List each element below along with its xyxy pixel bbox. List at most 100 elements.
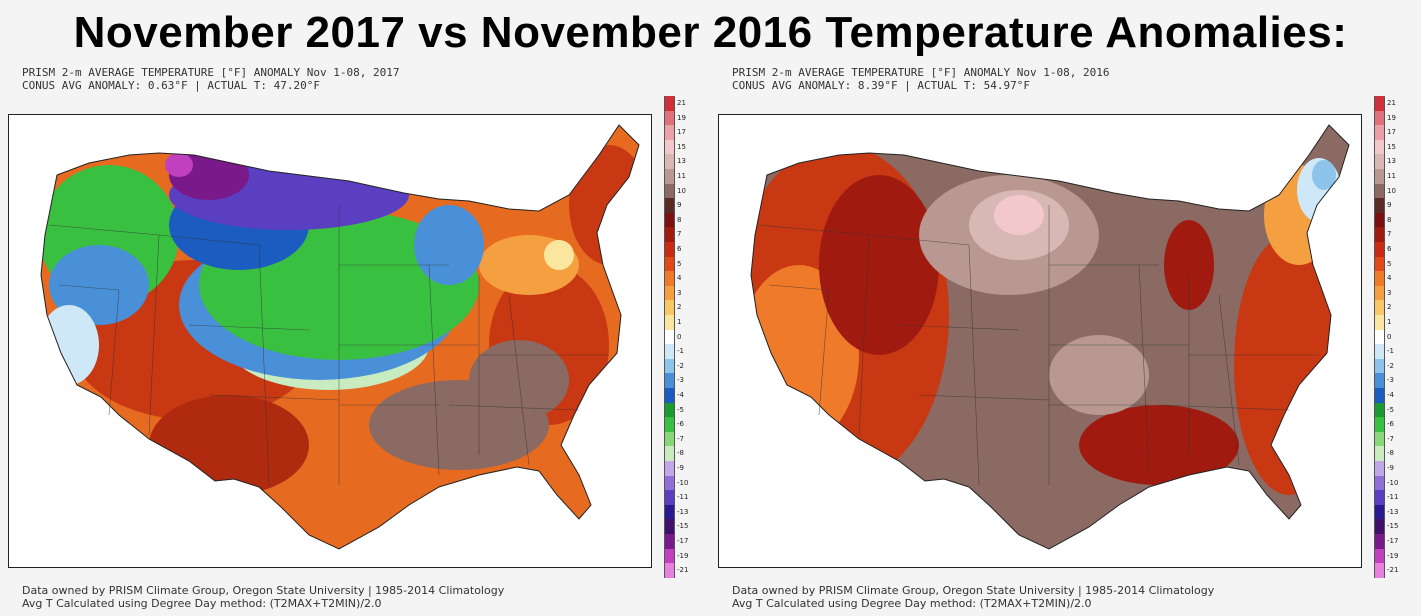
colorbar-swatch [1374, 169, 1385, 184]
map-panel-2017: PRISM 2-m AVERAGE TEMPERATURE [°F] ANOMA… [0, 64, 705, 616]
colorbar-swatch [1374, 285, 1385, 301]
colorbar-swatch [664, 402, 675, 418]
colorbar-label: 13 [677, 157, 686, 166]
colorbar-swatch [1374, 402, 1385, 418]
colorbar-swatch [1374, 271, 1385, 286]
colorbar-label: 8 [1387, 215, 1392, 224]
footer-line-2: Avg T Calculated using Degree Day method… [22, 597, 382, 610]
colorbar-label: -21 [1387, 566, 1399, 575]
colorbar-label: 6 [677, 245, 682, 253]
colorbar-label: 11 [1387, 172, 1396, 180]
anomaly-map-2016 [718, 114, 1362, 568]
header-line-1: PRISM 2-m AVERAGE TEMPERATURE [°F] ANOMA… [22, 66, 400, 79]
colorbar-label: -6 [677, 420, 684, 429]
colorbar-swatch [1374, 300, 1385, 315]
map-header: PRISM 2-m AVERAGE TEMPERATURE [°F] ANOMA… [22, 66, 400, 92]
colorbar-label: -1 [1387, 347, 1394, 356]
colorbar-swatch [1374, 183, 1385, 199]
colorbar-label: 10 [1387, 186, 1396, 195]
colorbar-label: -5 [677, 405, 684, 414]
colorbar-swatch [1374, 358, 1385, 374]
colorbar-label: 3 [1387, 288, 1392, 297]
colorbar-label: -19 [1387, 551, 1399, 560]
colorbar-label: -3 [1387, 376, 1394, 385]
footer-line-1: Data owned by PRISM Climate Group, Orego… [732, 584, 1215, 597]
colorbar-label: -10 [677, 478, 689, 487]
colorbar-label: -5 [1387, 405, 1394, 414]
colorbar-label: 4 [677, 274, 682, 283]
colorbar-label: -3 [677, 376, 684, 385]
colorbar-swatch [664, 212, 675, 228]
colorbar-swatch [1374, 212, 1385, 228]
colorbar-swatch [664, 373, 675, 388]
colorbar-swatch [664, 358, 675, 374]
header-line-2: CONUS AVG ANOMALY: 0.63°F | ACTUAL T: 47… [22, 79, 321, 92]
colorbar-swatch [1374, 504, 1385, 520]
colorbar-swatch [1374, 519, 1385, 534]
colorbar-label: 11 [677, 172, 686, 180]
colorbar-swatch [1374, 388, 1385, 403]
colorbar-label: -17 [1387, 537, 1399, 545]
header-line-1: PRISM 2-m AVERAGE TEMPERATURE [°F] ANOMA… [732, 66, 1110, 79]
colorbar-label: -11 [1387, 493, 1399, 502]
map-footer: Data owned by PRISM Climate Group, Orego… [22, 584, 504, 610]
colorbar-swatch [664, 300, 675, 315]
colorbar-swatch [1374, 329, 1385, 345]
colorbar-swatch [664, 285, 675, 301]
colorbar-label: 8 [677, 215, 682, 224]
colorbar-label: -19 [677, 551, 689, 560]
colorbar-swatch [664, 227, 675, 242]
colorbar-swatch [664, 125, 675, 140]
colorbar-label: 10 [677, 186, 686, 195]
colorbar-swatch [664, 242, 675, 257]
colorbar-swatch [664, 344, 675, 359]
colorbar-label: 5 [1387, 259, 1392, 268]
colorbar-swatch [1374, 315, 1385, 330]
colorbar-swatch [664, 96, 675, 111]
colorbar-swatch [664, 110, 675, 126]
colorbar-label: 2 [1387, 303, 1392, 312]
colorbar-label: 15 [1387, 142, 1396, 151]
colorbar-label: -6 [1387, 420, 1394, 429]
colorbar-label: 15 [677, 142, 686, 151]
colorbar-swatch [664, 315, 675, 330]
colorbar-label: -9 [677, 464, 684, 472]
map-footer: Data owned by PRISM Climate Group, Orego… [732, 584, 1214, 610]
colorbar-label: -15 [1387, 522, 1399, 531]
colorbar-swatch [1374, 431, 1385, 447]
colorbar-swatch [664, 388, 675, 403]
colorbar-swatch [664, 154, 675, 169]
colorbar-swatch [664, 183, 675, 199]
colorbar-label: 7 [677, 230, 682, 239]
colorbar-label: -9 [1387, 464, 1394, 472]
colorbar-label: 2 [677, 303, 682, 312]
colorbar-swatch [1374, 461, 1385, 476]
colorbar-swatch [664, 534, 675, 549]
colorbar-label: -7 [677, 434, 684, 443]
colorbar-label: 17 [677, 128, 686, 137]
colorbar-swatch [664, 431, 675, 447]
colorbar-swatch [1374, 198, 1385, 213]
colorbar-label: 17 [1387, 128, 1396, 137]
colorbar-swatch [1374, 373, 1385, 388]
colorbar-swatch [1374, 475, 1385, 491]
colorbar-label: -17 [677, 537, 689, 545]
colorbar-swatch [664, 475, 675, 491]
colorbar-swatch [664, 139, 675, 155]
colorbar-swatch [1374, 417, 1385, 432]
colorbar-swatch [664, 446, 675, 461]
footer-line-1: Data owned by PRISM Climate Group, Orego… [22, 584, 505, 597]
colorbar-label: -15 [677, 522, 689, 531]
colorbar-label: -21 [677, 566, 689, 575]
map-panel-2016: PRISM 2-m AVERAGE TEMPERATURE [°F] ANOMA… [710, 64, 1415, 616]
colorbar-swatch [1374, 548, 1385, 564]
colorbar-label: 9 [1387, 201, 1392, 210]
colorbar-label: 5 [677, 259, 682, 268]
colorbar-swatch [1374, 125, 1385, 140]
anomaly-map-2017 [8, 114, 652, 568]
colorbar-label: 7 [1387, 230, 1392, 239]
colorbar-swatch [664, 417, 675, 432]
colorbar-swatch [1374, 563, 1385, 578]
footer-line-2: Avg T Calculated using Degree Day method… [732, 597, 1092, 610]
colorbar-label: -4 [1387, 391, 1394, 399]
